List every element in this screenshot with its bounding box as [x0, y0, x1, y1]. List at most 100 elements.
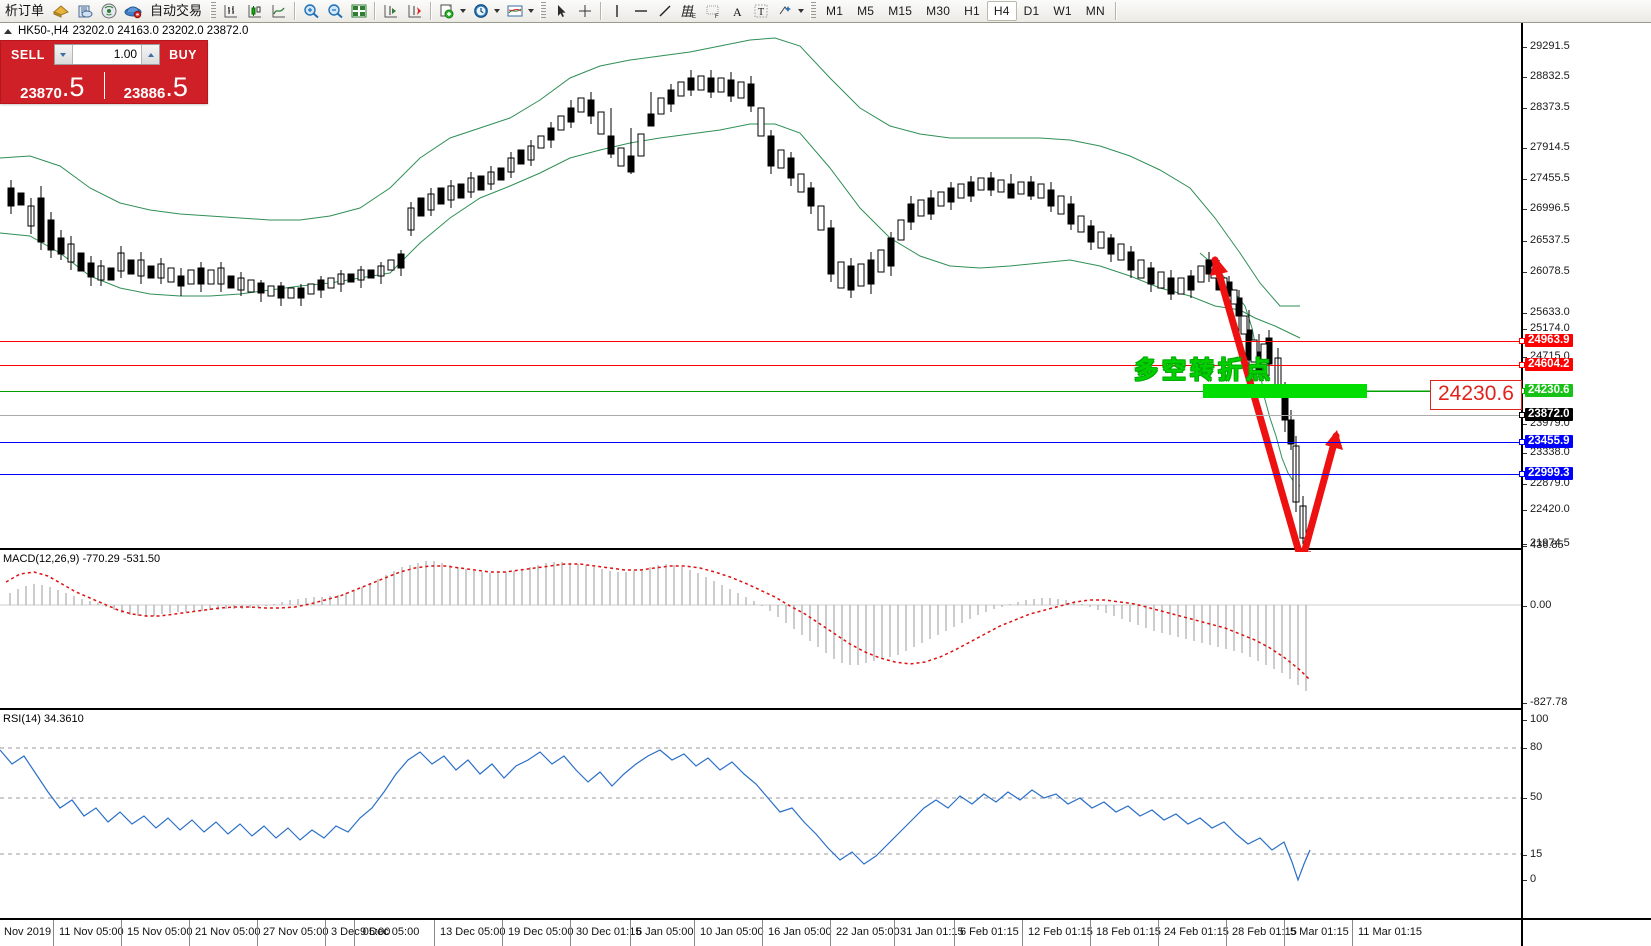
text-label-icon[interactable]: A [725, 1, 749, 22]
expert-advisor-icon[interactable] [121, 1, 145, 22]
axis-tick: 80 [1523, 741, 1542, 753]
price-chart-canvas [0, 37, 1343, 572]
time-axis-tick: 6 Jan 05:00 [636, 926, 694, 938]
toolbar-separator-1 [294, 2, 297, 20]
resistance-line-1[interactable] [0, 341, 1521, 342]
time-axis-separator [257, 920, 258, 946]
chart-expand-icon[interactable] [4, 28, 12, 34]
price-level-badge[interactable]: 23455.9 [1525, 435, 1573, 448]
time-axis-tick: 12 Feb 01:15 [1028, 926, 1093, 938]
price-level-badge[interactable]: 23872.0 [1525, 408, 1573, 421]
axis-tick: 22879.0 [1523, 477, 1570, 489]
trendline-icon[interactable] [653, 1, 677, 22]
timeframe-h4[interactable]: H4 [986, 1, 1017, 21]
auto-scroll-icon[interactable] [403, 1, 427, 22]
volume-decrement-button[interactable] [54, 45, 73, 64]
support-zone-highlight[interactable] [1203, 384, 1367, 398]
timeframe-h1[interactable]: H1 [964, 4, 980, 18]
price-level-badge[interactable]: 22999.3 [1525, 467, 1573, 480]
timeframe-m5[interactable]: M5 [857, 4, 875, 18]
volume-input[interactable]: 1.00 [53, 44, 161, 65]
axis-tick: 23338.0 [1523, 446, 1570, 458]
data-window-icon[interactable] [347, 1, 371, 22]
support-line-2[interactable] [0, 474, 1521, 475]
axis-tick: 29291.5 [1523, 40, 1570, 52]
period-dropdown-icon[interactable] [494, 9, 501, 13]
candlestick-chart-icon[interactable] [243, 1, 267, 22]
price-level-handle[interactable] [1519, 412, 1525, 418]
price-level-badge[interactable]: 24963.9 [1525, 334, 1573, 347]
sell-button-label[interactable]: SELL [11, 47, 45, 62]
toolbar-left-text[interactable]: 析订单 [5, 3, 45, 18]
macd-pane[interactable]: MACD(12,26,9) -770.29 -531.50 [0, 552, 1521, 710]
toolbar-separator-3 [430, 2, 433, 20]
price-level-handle[interactable] [1519, 439, 1525, 445]
template-dropdown-icon[interactable] [528, 9, 535, 13]
template-icon[interactable] [503, 1, 527, 22]
buy-button-label[interactable]: BUY [169, 47, 197, 62]
price-level-handle[interactable] [1519, 338, 1525, 344]
toolbar-separator-5 [1114, 2, 1117, 20]
timeframe-m30[interactable]: M30 [926, 4, 951, 18]
time-axis-separator [1284, 920, 1285, 946]
channel-icon[interactable]: F [701, 1, 725, 22]
time-axis-separator [894, 920, 895, 946]
current-price-line[interactable] [0, 415, 1521, 416]
time-axis-separator [1226, 920, 1227, 946]
buy-price[interactable]: 23886 .5 [105, 68, 208, 103]
svg-text:T: T [758, 7, 764, 18]
time-axis-separator [325, 920, 326, 946]
vertical-line-icon[interactable] [605, 1, 629, 22]
cursor-icon[interactable] [549, 1, 573, 22]
price-level-handle[interactable] [1519, 471, 1525, 477]
cloud-icon[interactable] [73, 1, 97, 22]
price-callout[interactable]: 24230.6 [1430, 380, 1522, 410]
line-chart-icon[interactable] [267, 1, 291, 22]
resistance-line-2[interactable] [0, 365, 1521, 366]
toolbar-grip-3 [810, 2, 817, 20]
timeframe-d1[interactable]: D1 [1023, 4, 1040, 18]
horizontal-line-icon[interactable] [629, 1, 653, 22]
turning-point-annotation[interactable]: 多空转折点 [1134, 356, 1274, 384]
new-order-icon[interactable] [49, 1, 73, 22]
text-box-icon[interactable]: T [749, 1, 773, 22]
support-zone-line[interactable] [0, 391, 1521, 392]
broadcast-icon[interactable] [97, 1, 121, 22]
chart-shift-icon[interactable] [379, 1, 403, 22]
add-indicator-icon[interactable] [435, 1, 459, 22]
volume-value[interactable]: 1.00 [113, 47, 138, 61]
sell-price[interactable]: 23870 .5 [1, 68, 104, 103]
buy-price-integer: 23886 [123, 85, 166, 102]
auto-trading-label[interactable]: 自动交易 [150, 3, 203, 18]
timeframe-m1[interactable]: M1 [826, 4, 844, 18]
volume-increment-button[interactable] [141, 45, 160, 64]
price-level-handle[interactable] [1519, 362, 1525, 368]
support-line-1[interactable] [0, 442, 1521, 443]
time-axis-separator [762, 920, 763, 946]
timeframe-mn[interactable]: MN [1085, 4, 1105, 18]
price-chart-pane[interactable]: 多空转折点 [0, 37, 1521, 572]
trade-panel-controls: SELL 1.00 BUY [1, 41, 207, 68]
price-axis[interactable]: 29291.5 28832.5 28373.5 27914.5 27455.5 26996… [1519, 23, 1651, 918]
time-axis-separator [694, 920, 695, 946]
crosshair-icon[interactable] [573, 1, 597, 22]
ohlc-values: 23202.0 24163.0 23202.0 23872.0 [72, 25, 249, 37]
timeframe-m15[interactable]: M15 [888, 4, 913, 18]
price-level-badge[interactable]: 24604.2 [1525, 358, 1573, 371]
time-axis-tick: 27 Nov 05:00 [263, 926, 329, 938]
shapes-icon[interactable] [773, 1, 797, 22]
bar-chart-icon[interactable] [219, 1, 243, 22]
shapes-dropdown-icon[interactable] [798, 9, 805, 13]
fibonacci-icon[interactable]: E [677, 1, 701, 22]
time-axis[interactable]: Nov 2019 11 Nov 05:00 15 Nov 05:00 21 Nov 0… [0, 918, 1521, 946]
one-click-trading-panel[interactable]: SELL 1.00 BUY 23870 .5 23886 .5 [0, 40, 208, 104]
zoom-out-icon[interactable] [323, 1, 347, 22]
zoom-in-icon[interactable] [299, 1, 323, 22]
timeframe-w1[interactable]: W1 [1053, 4, 1072, 18]
period-clock-icon[interactable] [469, 1, 493, 22]
time-axis-separator [189, 920, 190, 946]
add-indicator-dropdown-icon[interactable] [460, 9, 467, 13]
price-level-badge[interactable]: 24230.6 [1525, 384, 1573, 397]
rsi-pane[interactable]: RSI(14) 34.3610 [0, 712, 1521, 918]
time-axis-tick: 18 Feb 01:15 [1096, 926, 1161, 938]
